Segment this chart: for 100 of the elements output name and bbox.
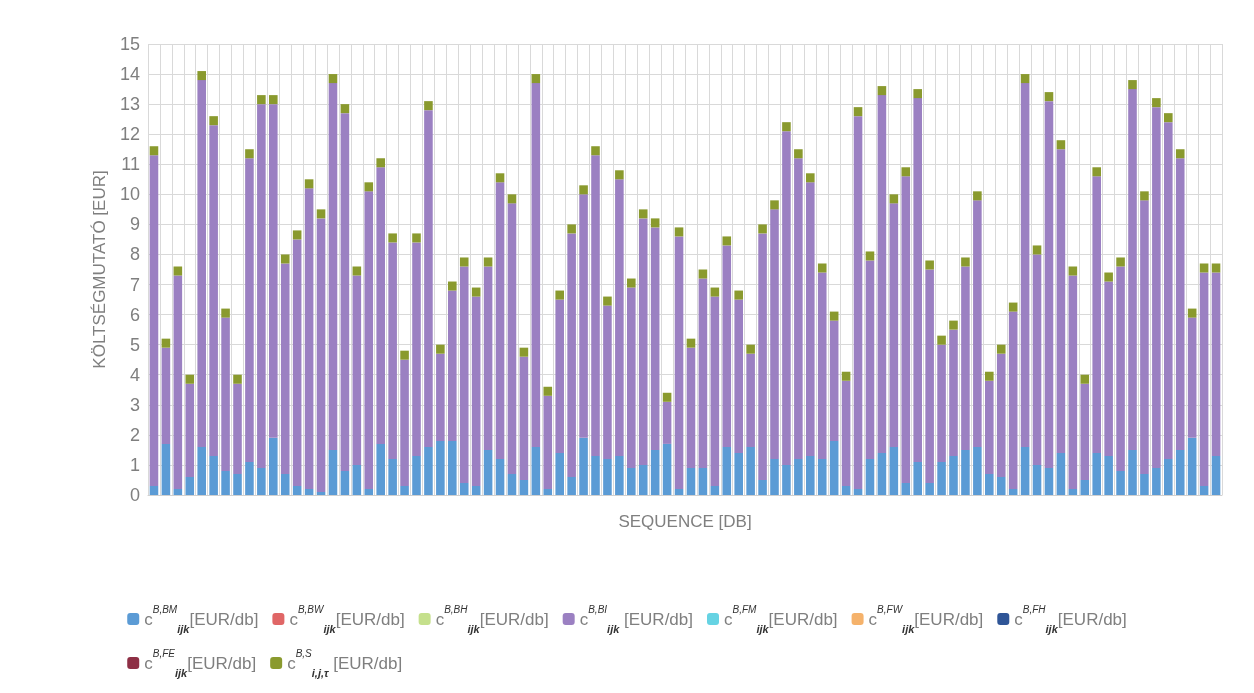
bar bbox=[424, 446, 433, 495]
bar bbox=[806, 182, 815, 456]
bar bbox=[185, 476, 195, 495]
bar bbox=[865, 251, 875, 261]
bar bbox=[495, 182, 505, 459]
bar bbox=[448, 440, 457, 495]
bar bbox=[1032, 464, 1042, 495]
bar bbox=[1164, 122, 1173, 459]
y-tick-label: 9 bbox=[129, 214, 140, 235]
bar bbox=[173, 488, 183, 495]
bar bbox=[436, 440, 445, 495]
bar bbox=[280, 263, 290, 474]
bar bbox=[1128, 80, 1137, 90]
bar bbox=[925, 482, 934, 495]
bar bbox=[1211, 272, 1221, 456]
bar bbox=[448, 290, 457, 441]
bar bbox=[233, 383, 242, 474]
bar bbox=[734, 299, 743, 453]
bar bbox=[996, 353, 1006, 477]
bar bbox=[543, 386, 553, 396]
bar bbox=[352, 275, 362, 465]
bar bbox=[615, 170, 624, 180]
bar bbox=[901, 176, 911, 483]
bar bbox=[221, 308, 230, 318]
bar bbox=[1152, 98, 1161, 108]
bar bbox=[245, 158, 254, 462]
bar bbox=[185, 374, 195, 384]
x-axis-title: SEQUENCE [DB] bbox=[618, 512, 752, 531]
bar bbox=[650, 218, 660, 228]
bar bbox=[937, 344, 946, 462]
bar bbox=[1104, 281, 1113, 456]
bar bbox=[889, 194, 899, 204]
bar bbox=[173, 266, 183, 276]
bar bbox=[877, 95, 887, 453]
bar bbox=[710, 485, 720, 495]
bar bbox=[1128, 89, 1137, 450]
bar bbox=[412, 242, 421, 456]
bar bbox=[495, 458, 505, 495]
bar bbox=[173, 275, 183, 489]
bar bbox=[698, 467, 708, 495]
bar bbox=[1211, 263, 1221, 273]
bar bbox=[340, 104, 350, 114]
bar bbox=[280, 473, 290, 495]
bar bbox=[388, 233, 397, 243]
bar bbox=[1068, 266, 1078, 276]
bar bbox=[507, 194, 517, 204]
bar bbox=[352, 464, 362, 495]
bar bbox=[1008, 311, 1018, 489]
bar bbox=[197, 446, 206, 495]
bar bbox=[328, 449, 338, 495]
bar bbox=[257, 467, 266, 495]
bar bbox=[1175, 449, 1185, 495]
bar bbox=[627, 467, 636, 495]
bar bbox=[209, 116, 218, 126]
bar bbox=[424, 110, 433, 447]
y-tick-label: 0 bbox=[129, 485, 140, 505]
bar bbox=[471, 287, 481, 297]
bar bbox=[233, 374, 242, 384]
bar bbox=[328, 74, 338, 84]
y-tick-label: 13 bbox=[119, 94, 140, 115]
bar bbox=[925, 260, 934, 270]
bar bbox=[1044, 467, 1054, 495]
bar bbox=[1080, 383, 1090, 480]
bar bbox=[865, 260, 875, 459]
bar bbox=[519, 347, 529, 357]
bar bbox=[638, 464, 648, 495]
bar bbox=[376, 443, 385, 495]
bar bbox=[758, 224, 767, 234]
bar bbox=[245, 149, 254, 159]
bar bbox=[567, 233, 576, 477]
bar bbox=[782, 122, 791, 132]
bar bbox=[1116, 266, 1125, 471]
bar bbox=[579, 437, 588, 495]
bar bbox=[149, 155, 159, 486]
bar bbox=[1211, 455, 1221, 495]
bar bbox=[985, 371, 994, 381]
y-tick-label: 15 bbox=[119, 34, 140, 54]
bar bbox=[1140, 473, 1149, 495]
bar bbox=[615, 179, 624, 456]
bar bbox=[304, 488, 314, 495]
bar bbox=[555, 452, 564, 495]
bar bbox=[376, 158, 385, 168]
y-tick-label: 7 bbox=[129, 274, 140, 295]
bar bbox=[1092, 167, 1101, 177]
bar bbox=[853, 488, 863, 495]
bar bbox=[591, 146, 600, 156]
bar bbox=[770, 209, 779, 459]
bar bbox=[292, 239, 302, 486]
bar bbox=[650, 449, 660, 495]
bar bbox=[913, 461, 922, 495]
bar bbox=[424, 101, 433, 111]
bar bbox=[292, 230, 302, 240]
bar bbox=[627, 287, 636, 468]
bar bbox=[579, 185, 588, 195]
bar bbox=[316, 209, 326, 219]
bar bbox=[1008, 488, 1018, 495]
bar bbox=[388, 242, 397, 459]
y-tick-label: 3 bbox=[129, 394, 140, 415]
bar bbox=[316, 218, 326, 492]
y-tick-label: 2 bbox=[129, 424, 140, 445]
